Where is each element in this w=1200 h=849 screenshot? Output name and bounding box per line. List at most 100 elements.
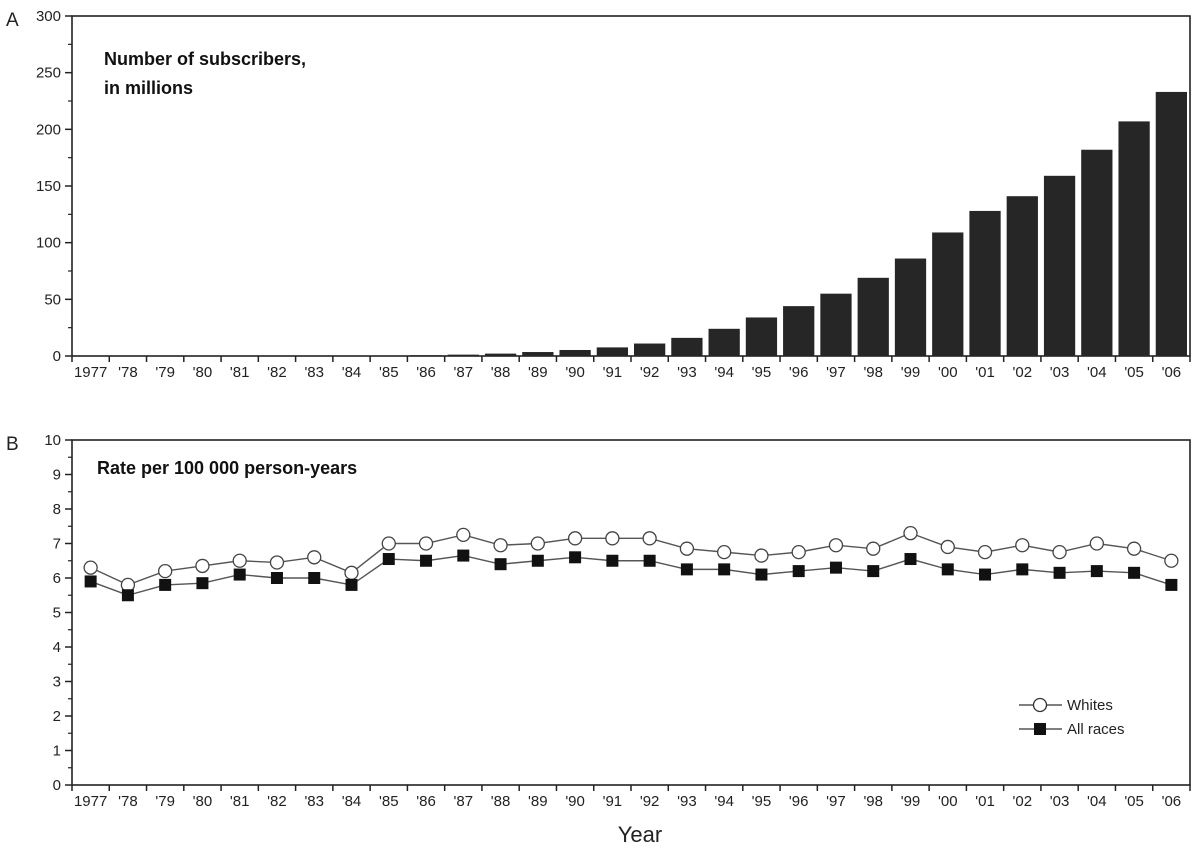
point-all-races-85 <box>382 553 395 566</box>
series-line-whites <box>90 532 1172 586</box>
bar-97 <box>820 293 852 356</box>
point-all-races-00 <box>941 563 954 576</box>
panel-b-y-tick-label: 8 <box>53 501 61 518</box>
panel-a-x-tick-label: '80 <box>193 364 213 381</box>
panel-a-x-tick-label: '04 <box>1087 364 1107 381</box>
panel-b-x-tick-label: '97 <box>826 793 846 810</box>
bar-06 <box>1155 91 1187 356</box>
panel-a-x-tick-label: '93 <box>677 364 697 381</box>
point-all-races-89 <box>531 554 544 567</box>
panel-a-x-tick-label: '99 <box>901 364 921 381</box>
panel-a-x-tick-label: '95 <box>752 364 772 381</box>
bar-90 <box>559 349 591 356</box>
point-all-races-01 <box>979 568 992 581</box>
point-whites-82 <box>269 555 285 570</box>
point-whites-03 <box>1052 544 1067 560</box>
panel-a-x-tick-label: '05 <box>1124 364 1144 381</box>
point-whites-85 <box>381 536 396 551</box>
panel-b-x-tick-label: 1977 <box>74 793 107 810</box>
panel-b-x-tick-label: '01 <box>975 793 995 810</box>
panel-a-title-line2: in millions <box>104 78 193 98</box>
bar-02 <box>1006 196 1038 356</box>
x-axis-label: Year <box>618 822 662 847</box>
panel-b-x-tick-label: '99 <box>901 793 921 810</box>
panel-b-x-tick-label: '03 <box>1050 793 1070 810</box>
panel-b-x-tick-label: '85 <box>379 793 399 810</box>
legend-marker-all-races <box>1034 723 1046 735</box>
panel-a-y-tick-label: 100 <box>36 235 61 252</box>
point-whites-1977 <box>83 560 98 575</box>
panel-a-x-tick-label: '06 <box>1162 364 1182 381</box>
point-all-races-96 <box>792 565 805 578</box>
panel-b-x-tick-label: '81 <box>230 793 250 810</box>
point-whites-99 <box>903 526 918 541</box>
panel-b-y-tick-label: 1 <box>53 743 61 760</box>
bar-91 <box>596 347 628 356</box>
panel-b-x-tick-label: '91 <box>603 793 623 810</box>
point-all-races-81 <box>233 568 246 581</box>
panel-a-y-tick-label: 150 <box>36 178 61 195</box>
point-all-races-02 <box>1016 563 1029 576</box>
panel-b-title: Rate per 100 000 person-years <box>97 458 357 478</box>
panel-a-y-tick-label: 300 <box>36 8 61 25</box>
panel-b-x-tick-label: '83 <box>304 793 324 810</box>
bar-03 <box>1043 175 1076 356</box>
panel-a-x-tick-label: '02 <box>1013 364 1033 381</box>
panel-b-label: B <box>6 434 19 455</box>
point-all-races-97 <box>829 561 842 574</box>
panel-b-plot-frame <box>71 439 1191 786</box>
point-all-races-06 <box>1165 578 1178 591</box>
point-whites-81 <box>232 553 247 568</box>
panel-a-x-tick-label: '90 <box>565 364 585 381</box>
panel-a-x-tick-label: '88 <box>491 364 511 381</box>
point-all-races-83 <box>308 572 321 584</box>
point-whites-83 <box>307 550 322 565</box>
panel-b-x-tick-label: '93 <box>677 793 697 810</box>
panel-a-x-tick-label: '82 <box>267 364 287 381</box>
bar-89 <box>522 352 554 356</box>
panel-a-x-tick-label: '85 <box>379 364 399 381</box>
panel-a-y-tick-label: 0 <box>53 348 61 365</box>
panel-b-x-tick-label: '00 <box>938 793 958 810</box>
panel-a-x-tick-label: '91 <box>603 364 623 381</box>
panel-a-x-tick-label: '92 <box>640 364 660 381</box>
point-whites-87 <box>456 527 471 543</box>
point-whites-02 <box>1015 538 1030 553</box>
panel-b-x-tick-label: '87 <box>454 793 474 810</box>
bar-96 <box>783 306 815 356</box>
panel-b-x-tick-label: '84 <box>342 793 362 810</box>
point-all-races-03 <box>1053 566 1066 579</box>
panel-b-y-tick-label: 7 <box>53 536 61 553</box>
point-whites-96 <box>791 544 806 560</box>
bar-87 <box>447 354 479 356</box>
point-all-races-98 <box>867 565 880 578</box>
panel-a-x-tick-label: '87 <box>454 364 474 381</box>
series-line-all-races <box>90 554 1172 596</box>
panel-a-x-tick-label: '96 <box>789 364 809 381</box>
point-all-races-91 <box>606 554 619 567</box>
bar-98 <box>857 277 889 356</box>
panel-a-y-tick-label: 50 <box>44 291 61 308</box>
bar-01 <box>969 210 1001 356</box>
panel-b-x-tick-label: '90 <box>565 793 585 810</box>
panel-a-x-tick-label: '97 <box>826 364 846 381</box>
panel-a-x-tick-label: '81 <box>230 364 250 381</box>
point-whites-86 <box>418 536 434 551</box>
panel-b-x-tick-label: '02 <box>1013 793 1033 810</box>
panel-a-x-tick-label: '78 <box>118 364 138 381</box>
point-whites-80 <box>195 558 210 574</box>
panel-b-y-tick-label: 9 <box>53 467 61 484</box>
point-all-races-80 <box>196 577 209 590</box>
point-all-races-94 <box>718 563 731 576</box>
legend-label-whites: Whites <box>1067 697 1113 714</box>
panel-b-y-tick-label: 10 <box>44 432 61 449</box>
panel-b-x-tick-label: '79 <box>155 793 175 810</box>
point-whites-01 <box>977 544 993 560</box>
point-whites-97 <box>828 538 844 553</box>
panel-b-y-tick-label: 5 <box>53 605 61 622</box>
panel-b-x-tick-label: '86 <box>416 793 436 810</box>
point-whites-84 <box>344 565 359 580</box>
panel-a-x-tick-label: 1977 <box>74 364 107 381</box>
panel-a-x-tick-label: '83 <box>304 364 324 381</box>
